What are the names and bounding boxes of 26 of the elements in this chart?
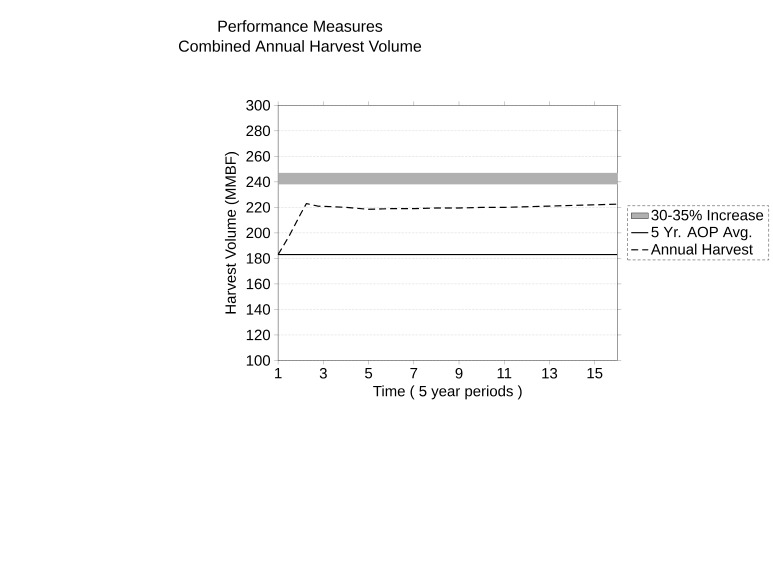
- x-tick-label: 5: [365, 368, 372, 378]
- x-axis-title: Time ( 5 year periods ): [373, 385, 522, 400]
- y-tick-label: 220: [246, 202, 270, 213]
- y-tick-label: 160: [246, 278, 270, 290]
- y-tick-label: 280: [246, 126, 270, 136]
- y-tick-label: 100: [246, 355, 270, 366]
- legend-label: 30-35% Increase: [651, 210, 764, 220]
- x-tick-label: 15: [588, 368, 602, 378]
- y-tick-label: 120: [246, 330, 270, 340]
- y-tick-label: 180: [246, 253, 270, 264]
- legend-label: 5 Yr. AOP Avg.: [651, 226, 752, 240]
- y-axis-title: Harvest Volume (MMBF): [224, 152, 239, 314]
- x-tick-label: 9: [456, 368, 462, 379]
- x-tick-label: 13: [542, 368, 558, 379]
- y-tick-label: 200: [246, 228, 270, 238]
- legend-label: Annual Harvest: [650, 244, 753, 255]
- x-tick-label: 7: [410, 368, 418, 378]
- chart-subtitle: Combined Annual Harvest Volume: [178, 40, 422, 52]
- x-tick-label: 3: [320, 368, 327, 379]
- y-tick-label: 260: [246, 151, 270, 162]
- x-tick-label: 11: [498, 368, 512, 378]
- y-tick-label: 300: [246, 100, 270, 111]
- x-tick-label: 1: [275, 368, 282, 378]
- chart-title: Performance Measures: [218, 20, 382, 32]
- y-tick-label: 140: [246, 304, 270, 315]
- y-tick-label: 240: [246, 176, 270, 188]
